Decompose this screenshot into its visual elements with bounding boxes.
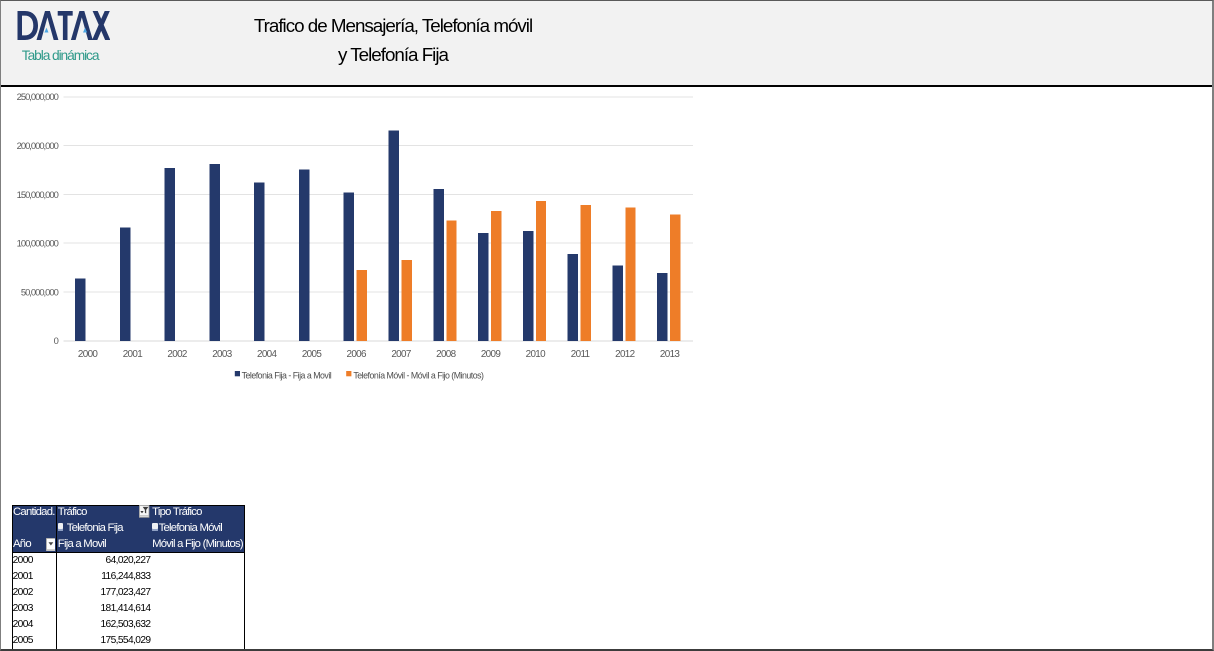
svg-text:100,000,000: 100,000,000 xyxy=(17,238,59,249)
svg-text:2007: 2007 xyxy=(391,349,411,360)
svg-text:250,000,000: 250,000,000 xyxy=(17,91,59,102)
svg-text:2005: 2005 xyxy=(302,349,323,360)
svg-text:Telefonia Fija - Fija a Movil: Telefonia Fija - Fija a Movil xyxy=(242,370,332,380)
svg-text:2011: 2011 xyxy=(571,349,591,360)
svg-text:Telefonía Móvil - Móvil a Fijo: Telefonía Móvil - Móvil a Fijo (Minutos) xyxy=(353,370,484,380)
svg-text:50,000,000: 50,000,000 xyxy=(21,286,59,297)
svg-text:2010: 2010 xyxy=(526,349,547,360)
svg-text:2006: 2006 xyxy=(347,349,368,360)
svg-text:2013: 2013 xyxy=(660,349,681,360)
svg-text:200,000,000: 200,000,000 xyxy=(17,140,59,151)
svg-text:0: 0 xyxy=(54,335,59,346)
svg-text:2003: 2003 xyxy=(212,349,233,360)
svg-text:2001: 2001 xyxy=(123,349,144,360)
svg-text:2009: 2009 xyxy=(481,349,502,360)
svg-text:2002: 2002 xyxy=(167,349,187,360)
svg-text:2004: 2004 xyxy=(257,349,278,360)
svg-text:2012: 2012 xyxy=(615,349,635,360)
svg-text:150,000,000: 150,000,000 xyxy=(17,189,59,200)
svg-text:2008: 2008 xyxy=(436,349,457,360)
svg-text:2000: 2000 xyxy=(78,349,99,360)
